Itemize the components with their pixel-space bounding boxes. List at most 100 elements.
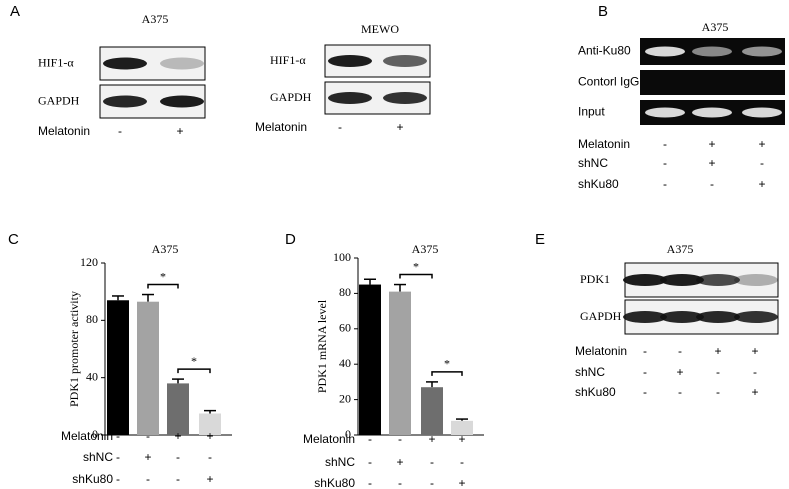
significance-star: * (444, 357, 450, 371)
blot-row-label: PDK1 (580, 272, 610, 286)
blot-row-label: HIF1-α (38, 55, 74, 69)
blot-band (734, 311, 778, 323)
blot-row-label: Contorl IgG (578, 75, 639, 89)
bar (107, 300, 129, 435)
panel-label: B (598, 3, 608, 20)
treatment-label: shNC (578, 156, 608, 170)
treatment-sign: + (176, 124, 183, 138)
treatment-sign: + (751, 344, 758, 358)
treatment-label: shKu80 (578, 177, 619, 191)
treatment-sign: - (176, 450, 180, 464)
treatment-label: shNC (325, 455, 355, 469)
gel-band (692, 46, 732, 57)
treatment-sign: - (146, 472, 150, 486)
treatment-sign: - (663, 137, 667, 151)
treatment-sign: - (208, 450, 212, 464)
treatment-label: Melatonin (38, 124, 90, 138)
treatment-sign: + (206, 429, 213, 443)
blot-row-label: GAPDH (38, 93, 80, 107)
blot-band (660, 274, 704, 286)
y-tick-label: 120 (80, 255, 98, 269)
treatment-sign: + (396, 120, 403, 134)
blot-row-label: HIF1-α (270, 53, 306, 67)
blot-band (383, 55, 427, 67)
blot-band (696, 274, 740, 286)
treatment-sign: - (678, 385, 682, 399)
blot-band (383, 92, 427, 104)
panel-label: C (8, 231, 19, 248)
significance-star: * (413, 259, 419, 273)
treatment-sign: + (758, 177, 765, 191)
y-axis-label: PDK1 mRNA level (315, 299, 329, 393)
treatment-sign: - (338, 120, 342, 134)
blot-band (660, 311, 704, 323)
treatment-sign: - (398, 432, 402, 446)
blot-row-label: Anti-Ku80 (578, 44, 631, 58)
treatment-label: Melatonin (303, 432, 355, 446)
blot-title: A375 (702, 20, 729, 34)
treatment-sign: - (116, 450, 120, 464)
treatment-sign: + (458, 432, 465, 446)
treatment-label: shNC (575, 365, 605, 379)
treatment-sign: + (206, 472, 213, 486)
gel-band (692, 107, 732, 118)
gel-band (645, 107, 685, 118)
treatment-sign: - (116, 429, 120, 443)
y-tick-label: 40 (86, 369, 98, 383)
y-tick-label: 80 (339, 285, 351, 299)
treatment-sign: - (368, 455, 372, 469)
treatment-sign: + (144, 450, 151, 464)
bar (451, 420, 473, 435)
treatment-label: shKu80 (314, 476, 355, 489)
blot-row-label: GAPDH (580, 309, 622, 323)
treatment-sign: - (663, 156, 667, 170)
treatment-sign: + (751, 385, 758, 399)
blot-band (623, 274, 667, 286)
blot-band (160, 57, 204, 70)
y-tick-label: 0 (92, 427, 98, 441)
treatment-label: Melatonin (61, 429, 113, 443)
y-tick-label: 20 (339, 391, 351, 405)
treatment-sign: - (116, 472, 120, 486)
treatment-sign: - (176, 472, 180, 486)
treatment-sign: - (368, 476, 372, 489)
bar (167, 383, 189, 435)
gel-band (742, 107, 782, 118)
gel-band (645, 46, 685, 57)
significance-bracket (431, 371, 463, 376)
blot-row-label: Input (578, 105, 605, 119)
blot-title: A375 (667, 242, 694, 256)
treatment-label: shKu80 (575, 385, 616, 399)
treatment-label: shNC (83, 450, 113, 464)
y-axis-label: PDK1 promoter activity (67, 291, 81, 407)
treatment-sign: - (760, 156, 764, 170)
treatment-label: shKu80 (72, 472, 113, 486)
treatment-label: Melatonin (578, 137, 630, 151)
panel-label: E (535, 231, 545, 248)
gel-band (742, 46, 782, 57)
treatment-sign: - (753, 365, 757, 379)
treatment-sign: - (368, 432, 372, 446)
significance-bracket (177, 368, 211, 374)
blot-band (696, 311, 740, 323)
blot-band (328, 55, 372, 67)
treatment-sign: - (663, 177, 667, 191)
treatment-sign: - (430, 476, 434, 489)
treatment-sign: + (714, 344, 721, 358)
blot-band (623, 311, 667, 323)
treatment-sign: - (716, 385, 720, 399)
treatment-sign: + (174, 429, 181, 443)
y-tick-label: 100 (333, 250, 351, 264)
treatment-sign: + (708, 137, 715, 151)
panel-label: D (285, 231, 296, 248)
bar (389, 291, 411, 435)
treatment-sign: - (643, 344, 647, 358)
treatment-sign: - (460, 455, 464, 469)
bar (199, 413, 221, 435)
treatment-sign: + (708, 156, 715, 170)
treatment-sign: - (678, 344, 682, 358)
blot-band (103, 95, 147, 108)
bar (421, 387, 443, 435)
treatment-sign: - (430, 455, 434, 469)
